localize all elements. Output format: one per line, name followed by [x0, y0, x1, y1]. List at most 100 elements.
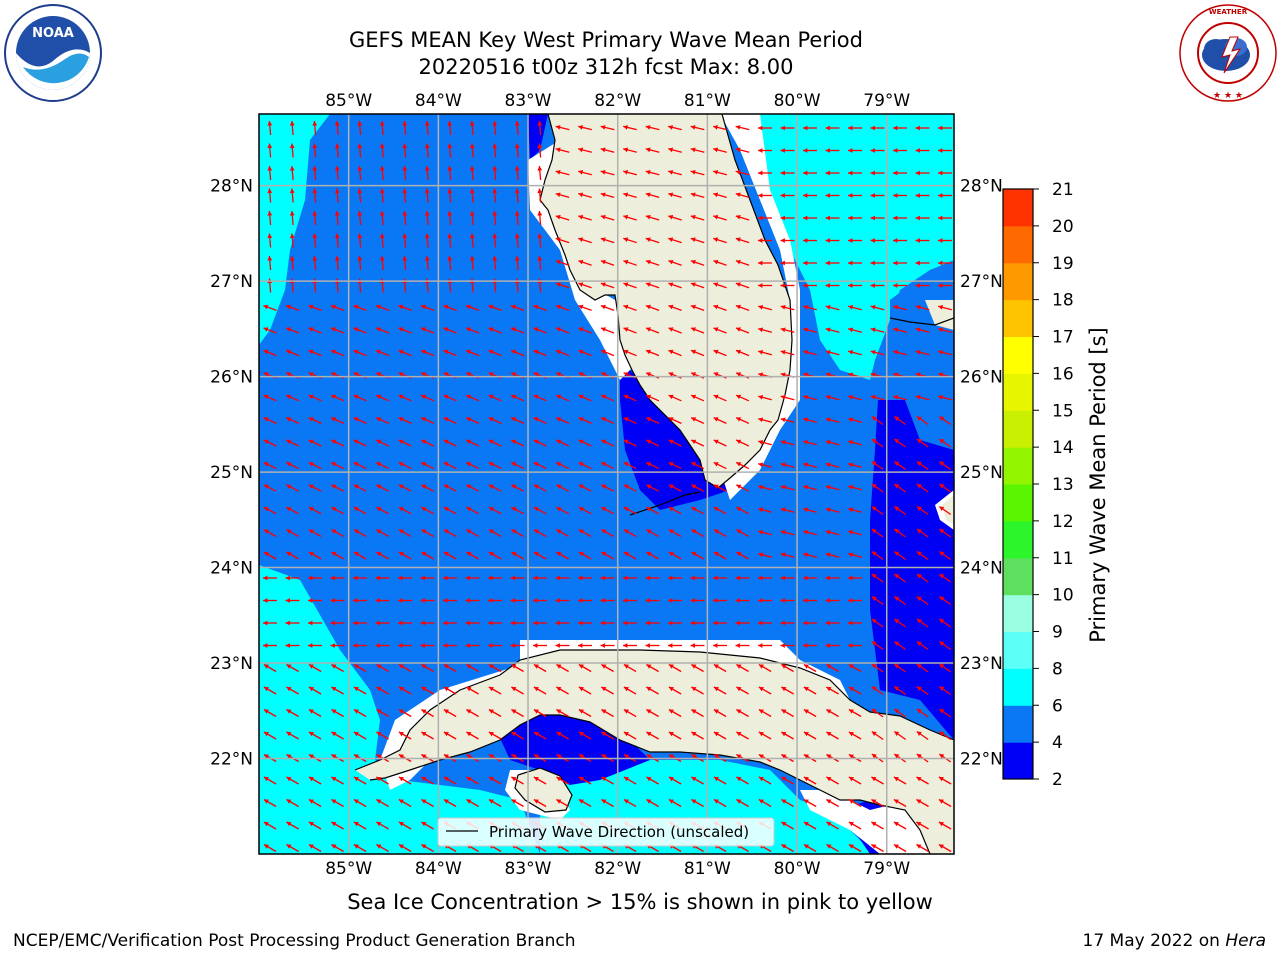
wave-arrow-head: [939, 461, 945, 466]
wave-arrow-head: [601, 529, 607, 534]
wave-arrow-head: [353, 687, 359, 692]
wave-arrow-head: [645, 147, 651, 153]
wave-arrow-head: [803, 799, 809, 804]
wave-arrow-head: [915, 395, 921, 400]
wave-arrow-head: [915, 350, 921, 355]
wave-arrow-head: [780, 215, 785, 221]
wave-arrow-head: [353, 372, 359, 377]
wave-arrow-head: [376, 709, 382, 714]
wave-arrow-head: [308, 552, 314, 557]
wave-arrow-head: [379, 166, 385, 171]
map-subtitle-forecast: 20220516 t00z 312h fcst Max: 8.00: [418, 55, 794, 79]
wave-arrow-head: [263, 732, 269, 737]
wave-arrow-head: [623, 598, 628, 603]
wave-arrow-head: [556, 372, 561, 377]
wave-arrow-head: [466, 552, 472, 557]
wave-arrow-head: [308, 732, 314, 737]
wave-arrow-head: [735, 125, 741, 130]
wave-arrow-head: [492, 256, 498, 261]
wave-arrow-head: [623, 170, 629, 175]
wave-arrow-head: [556, 732, 562, 737]
wave-arrow-head: [578, 552, 584, 557]
wave-arrow-head: [488, 754, 494, 759]
wave-arrow-head: [601, 687, 607, 692]
wave-arrow-head: [803, 754, 809, 759]
wave-arrow-head: [353, 643, 358, 648]
wave-arrow-head: [623, 484, 629, 489]
wave-arrow-head: [645, 304, 651, 310]
wave-arrow-head: [556, 507, 562, 512]
colorbar-segment: [1003, 262, 1033, 301]
wave-arrow-head: [668, 372, 674, 377]
wave-arrow-head: [488, 799, 494, 804]
wave-arrow-head: [492, 233, 498, 239]
wave-arrow-head: [289, 121, 295, 126]
wave-arrow-head: [803, 709, 809, 714]
wave-arrow-head: [353, 799, 359, 804]
wave-arrow-head: [780, 485, 786, 490]
wave-arrow-head: [600, 214, 606, 220]
wave-arrow-head: [600, 170, 606, 175]
wave-arrow-head: [668, 799, 674, 804]
wave-arrow-head: [578, 507, 584, 512]
wave-arrow-head: [555, 643, 560, 648]
wave-arrow-head: [916, 709, 922, 714]
wave-arrow-head: [713, 709, 719, 714]
wave-arrow-head: [443, 664, 449, 669]
wave-arrow-head: [736, 507, 742, 512]
wave-arrow-head: [690, 214, 696, 220]
wave-arrow-head: [286, 754, 292, 759]
wave-arrow-head: [690, 575, 695, 581]
wave-arrow-head: [870, 395, 876, 400]
wave-arrow-head: [916, 574, 922, 579]
wave-arrow-head: [623, 394, 629, 400]
wave-arrow-head: [893, 238, 898, 243]
wave-arrow-head: [511, 664, 517, 669]
wave-arrow-head: [623, 304, 629, 310]
wave-arrow-head: [379, 211, 385, 216]
wave-arrow-head: [488, 462, 494, 467]
wave-arrow-head: [894, 664, 900, 669]
wave-arrow-head: [331, 529, 337, 534]
wave-arrow-head: [668, 394, 674, 400]
wave-arrow-head: [736, 709, 742, 714]
colorbar-tick-label: 2: [1052, 770, 1063, 790]
wave-arrow-head: [916, 686, 922, 691]
wave-arrow-head: [668, 507, 674, 512]
wave-arrow-head: [713, 439, 719, 444]
wave-arrow-head: [443, 394, 449, 400]
wave-arrow-head: [848, 417, 854, 423]
wave-arrow-head: [376, 327, 381, 332]
wave-arrow-head: [894, 619, 900, 624]
wave-arrow-head: [623, 709, 629, 714]
wave-arrow-head: [645, 214, 651, 220]
wave-arrow-head: [537, 188, 543, 194]
wave-arrow-head: [870, 148, 875, 153]
wave-arrow-head: [780, 620, 785, 626]
wave-arrow-head: [871, 754, 877, 759]
wave-arrow-head: [376, 799, 382, 804]
wave-arrow-head: [578, 709, 584, 714]
wave-arrow-head: [308, 754, 314, 759]
wave-arrow-head: [376, 507, 382, 512]
wave-arrow-head: [939, 529, 945, 534]
wave-arrow-head: [825, 643, 830, 648]
wave-arrow-head: [286, 822, 292, 827]
wave-arrow-head: [600, 259, 606, 265]
wave-arrow-head: [848, 440, 854, 445]
wave-arrow-head: [803, 440, 809, 445]
wave-arrow-head: [533, 620, 538, 626]
footer-machine: Hera: [1225, 931, 1266, 951]
wave-arrow-head: [357, 233, 363, 239]
wave-arrow-head: [466, 529, 472, 534]
wave-arrow-head: [443, 620, 448, 626]
wave-arrow-head: [736, 664, 742, 669]
wave-arrow-head: [402, 256, 408, 261]
wave-arrow-head: [781, 709, 787, 714]
wave-arrow-head: [780, 283, 785, 288]
wave-arrow-head: [826, 777, 832, 782]
wave-arrow-head: [330, 304, 336, 310]
wave-arrow-head: [939, 416, 945, 421]
wave-arrow-head: [353, 327, 359, 332]
colorbar-tick-label: 10: [1052, 586, 1074, 606]
